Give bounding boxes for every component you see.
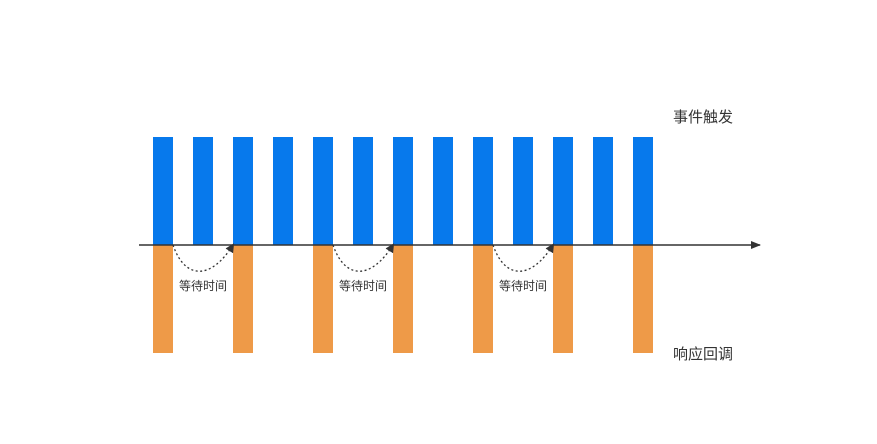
wait-time-label: 等待时间 bbox=[179, 279, 227, 293]
callback-bar bbox=[553, 245, 573, 353]
wait-time-label: 等待时间 bbox=[339, 279, 387, 293]
event-bars bbox=[153, 137, 653, 245]
event-bar bbox=[433, 137, 453, 245]
callback-bars bbox=[153, 245, 653, 353]
event-bar bbox=[393, 137, 413, 245]
wait-arrow bbox=[492, 243, 555, 272]
event-bar bbox=[553, 137, 573, 245]
event-bar bbox=[313, 137, 333, 245]
event-bar bbox=[233, 137, 253, 245]
callback-bar bbox=[393, 245, 413, 353]
callback-bar bbox=[233, 245, 253, 353]
event-bar bbox=[513, 137, 533, 245]
event-bar bbox=[273, 137, 293, 245]
event-bar bbox=[633, 137, 653, 245]
callback-bar bbox=[473, 245, 493, 353]
event-bar bbox=[193, 137, 213, 245]
event-bar bbox=[473, 137, 493, 245]
callback-bar bbox=[313, 245, 333, 353]
wait-arrow bbox=[332, 243, 395, 272]
wait-time-label: 等待时间 bbox=[499, 279, 547, 293]
events-label: 事件触发 bbox=[673, 108, 733, 126]
event-bar bbox=[593, 137, 613, 245]
wait-arrow bbox=[172, 243, 235, 272]
callbacks-label: 响应回调 bbox=[673, 345, 733, 363]
wait-curves: 等待时间 等待时间 等待时间 bbox=[172, 243, 555, 293]
event-bar bbox=[153, 137, 173, 245]
callback-bar bbox=[633, 245, 653, 353]
event-bar bbox=[353, 137, 373, 245]
callback-bar bbox=[153, 245, 173, 353]
